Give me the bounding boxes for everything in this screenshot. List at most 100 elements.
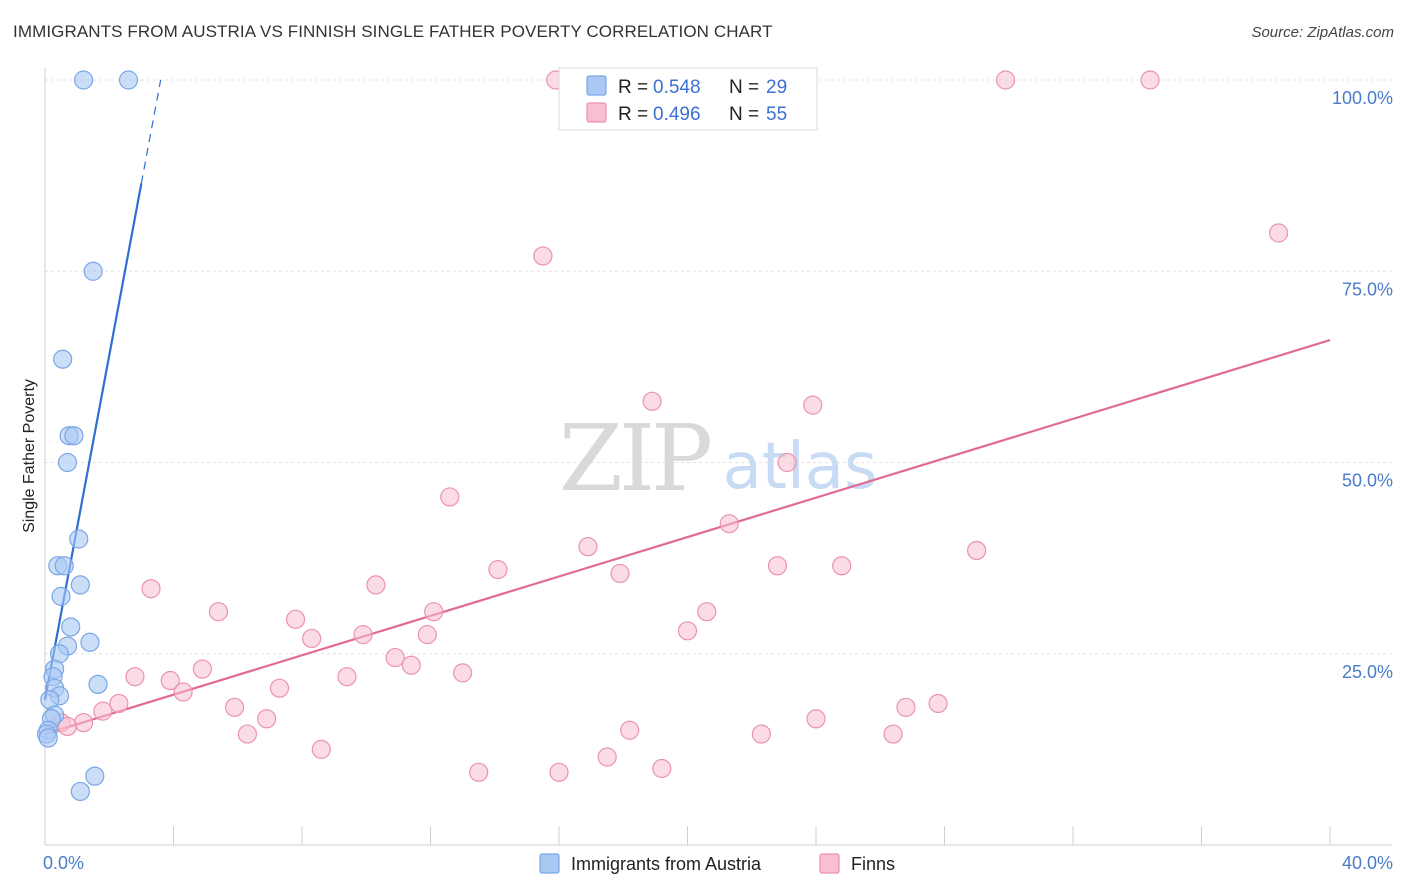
austria-point: [83, 261, 103, 281]
austria-point: [38, 728, 58, 748]
finns-point: [141, 579, 161, 599]
legend-n-value: 55: [766, 104, 787, 125]
finns-point: [995, 70, 1016, 90]
austria-point: [53, 349, 73, 369]
finns-point: [424, 602, 444, 622]
finns-point: [597, 747, 617, 767]
finns-point: [269, 678, 290, 698]
finns-point: [366, 575, 386, 595]
austria-point: [69, 529, 89, 549]
finns-points: [51, 70, 1289, 782]
finns-point: [928, 693, 948, 714]
austria-point: [70, 575, 90, 595]
finns-point: [832, 556, 852, 576]
finns-point: [208, 602, 229, 622]
finns-point: [652, 758, 672, 779]
watermark: ZIP atlas: [559, 405, 877, 512]
legend-r-value: 0.548: [653, 77, 701, 98]
finns-point: [125, 667, 145, 687]
finns-point: [488, 559, 508, 580]
y-tick-label: 75.0%: [1342, 279, 1393, 299]
austria-point: [118, 70, 139, 90]
finns-trend-line: [44, 339, 1331, 736]
finns-point: [719, 514, 739, 534]
finns-point: [417, 625, 437, 645]
finns-point: [353, 625, 373, 645]
austria-point: [73, 70, 94, 90]
austria-points: [37, 70, 139, 802]
watermark-atlas: atlas: [723, 430, 878, 504]
legend-n-value: 29: [766, 77, 787, 98]
austria-trend-line: [43, 183, 143, 700]
finns-point: [1140, 70, 1160, 90]
legend-swatch-finns: [819, 853, 840, 874]
finns-point: [751, 724, 771, 744]
finns-point: [469, 762, 489, 782]
y-tick-label: 25.0%: [1342, 662, 1393, 682]
y-tick-label: 50.0%: [1342, 471, 1393, 491]
grid-lines: [45, 79, 1392, 655]
legend-n-label: N =: [729, 77, 759, 98]
finns-point: [160, 670, 180, 691]
legend-label-austria: Immigrants from Austria: [571, 854, 762, 874]
austria-point: [80, 632, 100, 652]
finns-point: [257, 709, 277, 729]
x-tick-label: 0.0%: [43, 853, 84, 873]
y-tick-labels: 25.0% 50.0% 75.0% 100.0%: [1332, 88, 1393, 682]
legend-swatch-pink: [586, 102, 607, 123]
x-tick-labels: 0.0% 40.0%: [43, 853, 1393, 873]
finns-point: [806, 709, 826, 729]
y-axis-label: Single Father Poverty: [21, 379, 38, 533]
finns-point: [967, 540, 987, 561]
finns-point: [1268, 223, 1289, 243]
austria-point: [88, 674, 108, 694]
correlation-legend: R = 0.548 N = 29 R = 0.496 N = 55: [558, 67, 818, 131]
finns-point: [237, 724, 257, 744]
y-tick-label: 100.0%: [1332, 88, 1393, 108]
trend-lines: [43, 79, 1331, 736]
finns-point: [192, 659, 213, 679]
legend-swatch-austria: [539, 853, 560, 874]
x-tick-label: 40.0%: [1342, 853, 1393, 873]
legend-swatch-blue: [586, 75, 607, 96]
finns-point: [620, 720, 640, 740]
finns-point: [533, 246, 553, 266]
finns-point: [337, 667, 357, 687]
finns-point: [896, 697, 916, 717]
finns-point: [677, 621, 698, 641]
finns-point: [883, 724, 903, 744]
finns-point: [57, 716, 78, 737]
finns-point: [697, 602, 717, 622]
legend-label-finns: Finns: [851, 854, 895, 874]
finns-point: [224, 697, 245, 717]
finns-point: [385, 647, 405, 668]
finns-point: [610, 563, 630, 584]
austria-point: [85, 766, 105, 786]
finns-point: [302, 628, 322, 649]
finns-point: [401, 655, 421, 675]
austria-point: [57, 452, 78, 473]
finns-point: [767, 556, 788, 576]
finns-point: [173, 682, 193, 702]
austria-point: [64, 426, 84, 446]
finns-point: [549, 762, 569, 782]
series-legend: Immigrants from Austria Finns: [539, 853, 895, 874]
finns-point: [73, 712, 94, 733]
finns-point: [803, 395, 823, 415]
finns-point: [453, 663, 473, 683]
austria-point: [54, 556, 74, 576]
finns-point: [93, 701, 113, 721]
finns-point: [109, 693, 129, 714]
watermark-zip: ZIP: [559, 405, 710, 512]
legend-r-label: R =: [618, 104, 648, 125]
austria-point: [61, 617, 81, 637]
finns-point: [311, 739, 331, 759]
austria-point: [70, 781, 90, 802]
austria-trend-extension: [140, 79, 162, 184]
austria-point: [51, 586, 71, 606]
legend-n-label: N =: [729, 104, 759, 125]
finns-point: [642, 391, 662, 411]
legend-r-label: R =: [618, 77, 648, 98]
legend-r-value: 0.496: [653, 104, 701, 125]
